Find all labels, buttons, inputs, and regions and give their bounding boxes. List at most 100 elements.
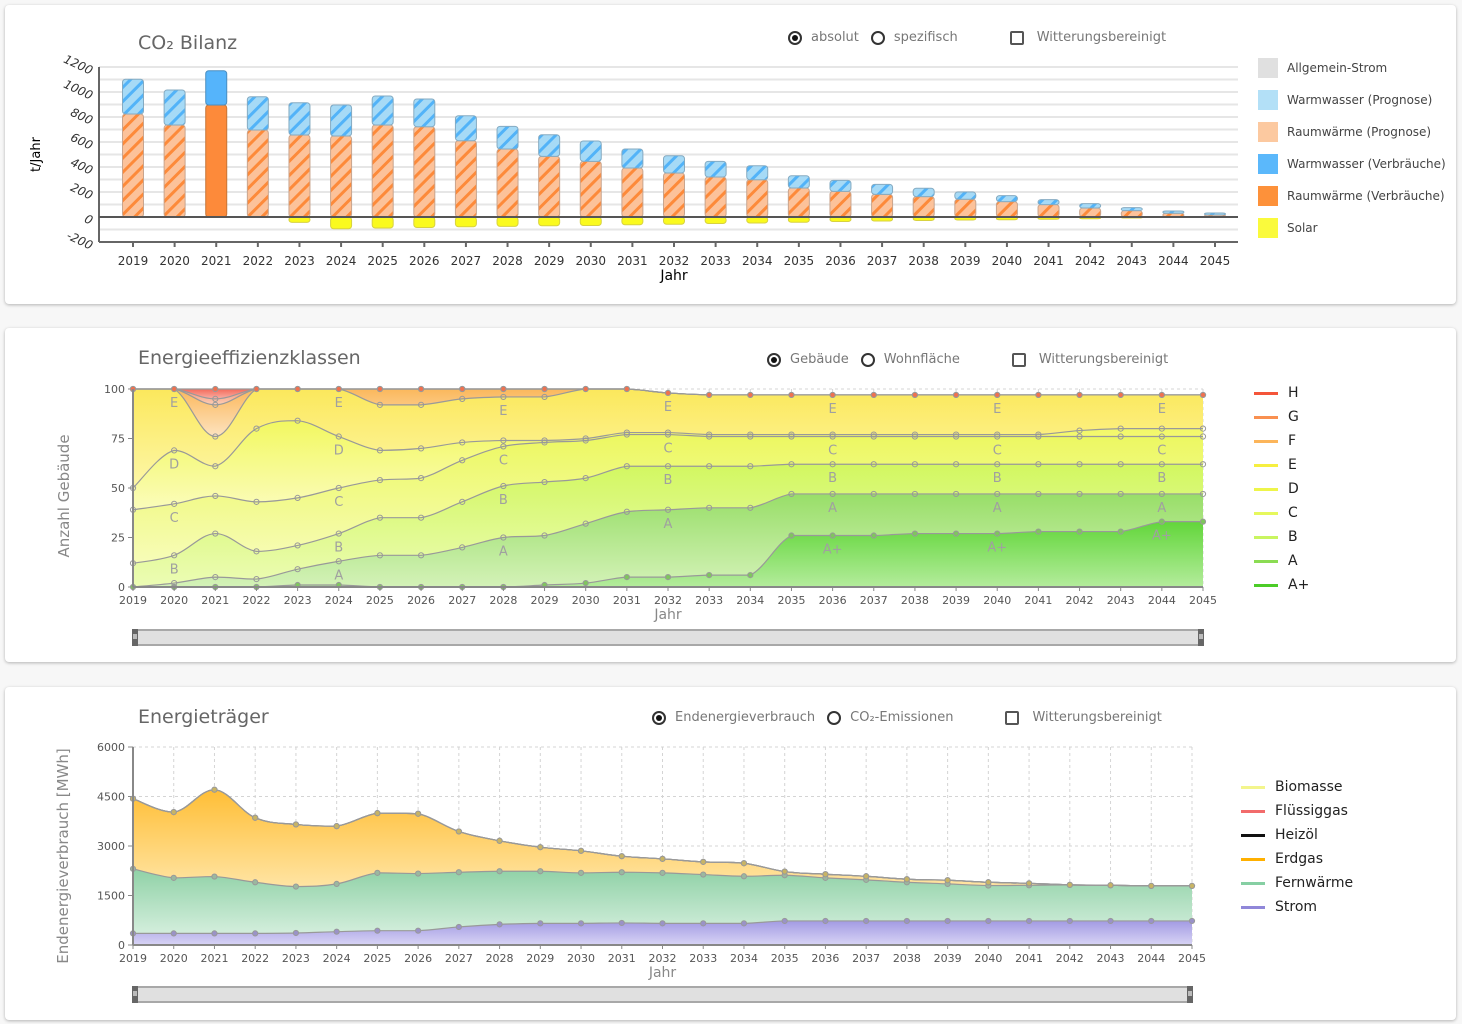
data-point-d [582,435,589,442]
radio-selected-icon[interactable] [652,710,666,725]
data-point-b [829,461,836,468]
x-tick-label: 2040 [992,254,1023,268]
legend-item-e[interactable]: E [1254,453,1309,477]
x-tick-label: 2021 [200,952,228,965]
radio-unselected-icon[interactable] [870,30,885,45]
area-a [133,521,1203,587]
legend-item-solar[interactable]: Solar [1258,212,1446,244]
legend-item-c[interactable]: C [1254,501,1309,525]
x-tick-label: 2042 [1075,254,1106,268]
radio-unselected-icon[interactable] [860,352,875,367]
data-point-a [1076,528,1083,535]
radio-gebaeude[interactable]: Gebäude [767,352,849,367]
x-tick-label: 2029 [531,594,559,607]
legend-item-fl-ssiggas[interactable]: Flüssiggas [1241,799,1353,823]
slider-handle-right[interactable] [1187,986,1193,1003]
legend-item-heiz-l[interactable]: Heizöl [1241,823,1353,847]
legend-item-biomasse[interactable]: Biomasse [1241,775,1353,799]
legend-item-b[interactable]: B [1254,525,1309,549]
area-fernw-rme [133,868,1192,934]
legend-item-f[interactable]: F [1254,429,1309,453]
energietraeger-range-slider[interactable] [132,986,1193,1003]
legend-item-warmwasser-prognose[interactable]: Warmwasser (Prognose) [1258,84,1446,116]
data-point-a [829,532,836,539]
data-point-biomasse [170,809,177,816]
checkbox-witterungsbereinigt[interactable]: Witterungsbereinigt [1011,352,1168,367]
checkbox-icon[interactable] [1009,30,1024,45]
data-point-f [212,401,219,408]
legend-item-a[interactable]: A [1254,549,1309,573]
effizienz-range-slider[interactable] [132,629,1204,646]
data-point-d [1199,425,1207,432]
data-point-d [829,431,836,438]
band-label-b: B [828,471,837,486]
legend-item-raumw-rme-prognose[interactable]: Raumwärme (Prognose) [1258,116,1446,148]
data-point-biomasse [781,868,788,875]
legend-label: Allgemein-Strom [1287,61,1388,75]
legend-item-raumw-rme-verbr-uche[interactable]: Raumwärme (Verbräuche) [1258,180,1446,212]
legend-item-fernw-rme[interactable]: Fernwärme [1241,871,1353,895]
data-point-b [1117,461,1124,468]
legend-swatch-icon [1258,218,1278,238]
radio-wohnflaeche[interactable]: Wohnfläche [860,352,960,367]
legend-swatch-icon [1258,122,1278,142]
legend-item-erdgas[interactable]: Erdgas [1241,847,1353,871]
radio-endenergieverbrauch[interactable]: Endenergieverbrauch [652,710,815,725]
data-point-strom [252,930,259,937]
data-point-a [952,490,960,498]
legend-item-strom[interactable]: Strom [1241,895,1353,919]
data-point-b [335,530,342,537]
radio-co2-emissionen[interactable]: CO₂-Emissionen [827,710,953,725]
legend-item-a[interactable]: A+ [1254,573,1309,597]
data-point-strom [863,917,870,925]
data-point-d [870,431,877,438]
x-tick-label: 2044 [1158,254,1189,268]
x-tick-label: 2025 [366,594,394,607]
legend-item-h[interactable]: H [1254,381,1309,405]
band-label-e: E [170,396,178,411]
legend-item-warmwasser-verbr-uche[interactable]: Warmwasser (Verbräuche) [1258,148,1446,180]
legend-item-d[interactable]: D [1254,477,1309,501]
data-point-c [417,475,425,482]
legend-line-icon [1241,905,1265,909]
data-point-e [376,401,384,408]
band-label-e: E [664,400,672,415]
data-point-c [1199,433,1207,440]
data-point-biomasse [944,877,951,884]
checkbox-icon[interactable] [1011,352,1026,367]
data-point-strom [415,927,422,934]
radio-spezifisch[interactable]: spezifisch [870,30,958,45]
bar-warmwasser-prognose [663,155,685,174]
data-point-a [294,566,301,573]
bar-raumwaerme-prognose [496,148,519,218]
checkbox-witterungsbereinigt[interactable]: Witterungsbereinigt [1005,710,1162,725]
radio-selected-icon[interactable] [788,30,802,45]
data-point-biomasse [740,860,748,867]
data-point-h [1035,391,1042,399]
slider-handle-right[interactable] [1198,629,1204,646]
data-point-a [1158,518,1165,525]
radio-selected-icon[interactable] [767,352,781,367]
data-point-a [994,490,1001,498]
data-point-b [747,463,754,470]
bar-raumwaerme-prognose [704,176,727,218]
band-label-a: A+ [823,543,843,558]
radio-unselected-icon[interactable] [827,710,842,725]
legend-label: Raumwärme (Prognose) [1287,125,1432,139]
bar-warmwasser-prognose [163,89,186,126]
y-tick-label: 4500 [97,791,125,804]
data-point-c [829,433,836,440]
bar-warmwasser-prognose [1037,199,1060,206]
slider-handle-left[interactable] [132,629,138,646]
slider-handle-left[interactable] [132,986,138,1003]
legend-item-allgemein-strom[interactable]: Allgemein-Strom [1258,52,1446,84]
radio-absolut[interactable]: absolut [788,30,859,45]
data-point-b [582,475,589,482]
checkbox-witterungsbereinigt[interactable]: Witterungsbereinigt [1009,30,1166,45]
bar-warmwasser-prognose [371,95,394,126]
checkbox-icon[interactable] [1005,710,1020,725]
legend-line-icon [1254,391,1278,395]
co2-chart-title: CO₂ Bilanz [138,32,238,54]
data-point-fernw-rme [455,869,462,876]
legend-item-g[interactable]: G [1254,405,1309,429]
